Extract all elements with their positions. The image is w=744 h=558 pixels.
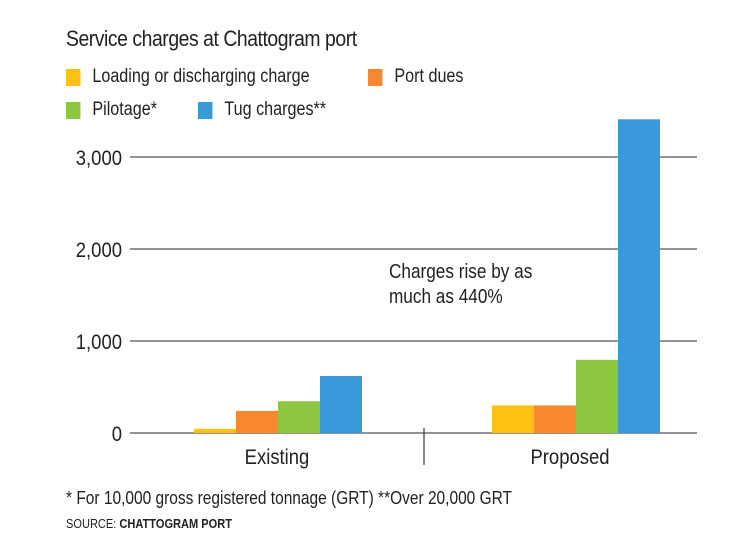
legend-item-port-dues: Port dues — [368, 66, 463, 88]
annotation-text: Charges rise by as — [389, 260, 532, 283]
legend-swatch — [66, 68, 81, 86]
legend-item-loading: Loading or discharging charge — [66, 66, 310, 88]
x-tick-label: Existing — [245, 446, 310, 469]
y-tick-label: 0 — [112, 423, 122, 446]
bar-proposed-3 — [618, 119, 660, 433]
bar-proposed-1 — [534, 405, 576, 433]
bar-existing-2 — [278, 401, 320, 433]
legend-swatch — [368, 68, 383, 86]
legend-item-pilotage: Pilotage* — [66, 99, 157, 121]
legend-label: Port dues — [394, 66, 464, 87]
y-tick-label: 2,000 — [76, 239, 122, 262]
chart-title: Service charges at Chattogram port — [66, 26, 357, 51]
footnote: * For 10,000 gross registered tonnage (G… — [66, 488, 512, 508]
source-name: CHATTOGRAM PORT — [119, 516, 232, 531]
y-tick-label: 1,000 — [76, 331, 122, 354]
bar-existing-1 — [236, 410, 278, 433]
legend-label: Tug charges** — [224, 99, 327, 120]
legend-swatch — [66, 101, 81, 119]
annotation-text: much as 440% — [389, 285, 503, 308]
legend-item-tug: Tug charges** — [198, 99, 326, 121]
legend-swatch — [198, 101, 213, 119]
legend-label: Loading or discharging charge — [92, 66, 310, 87]
x-tick-label: Proposed — [530, 446, 609, 469]
source-label: SOURCE: — [66, 516, 117, 531]
y-tick-label: 3,000 — [76, 147, 122, 170]
bar-existing-3 — [320, 375, 362, 433]
bar-existing-0 — [194, 428, 236, 433]
bar-proposed-0 — [492, 405, 534, 433]
source-line: SOURCE: CHATTOGRAM PORT — [66, 516, 232, 531]
bar-proposed-2 — [576, 359, 618, 433]
legend-label: Pilotage* — [92, 99, 158, 120]
